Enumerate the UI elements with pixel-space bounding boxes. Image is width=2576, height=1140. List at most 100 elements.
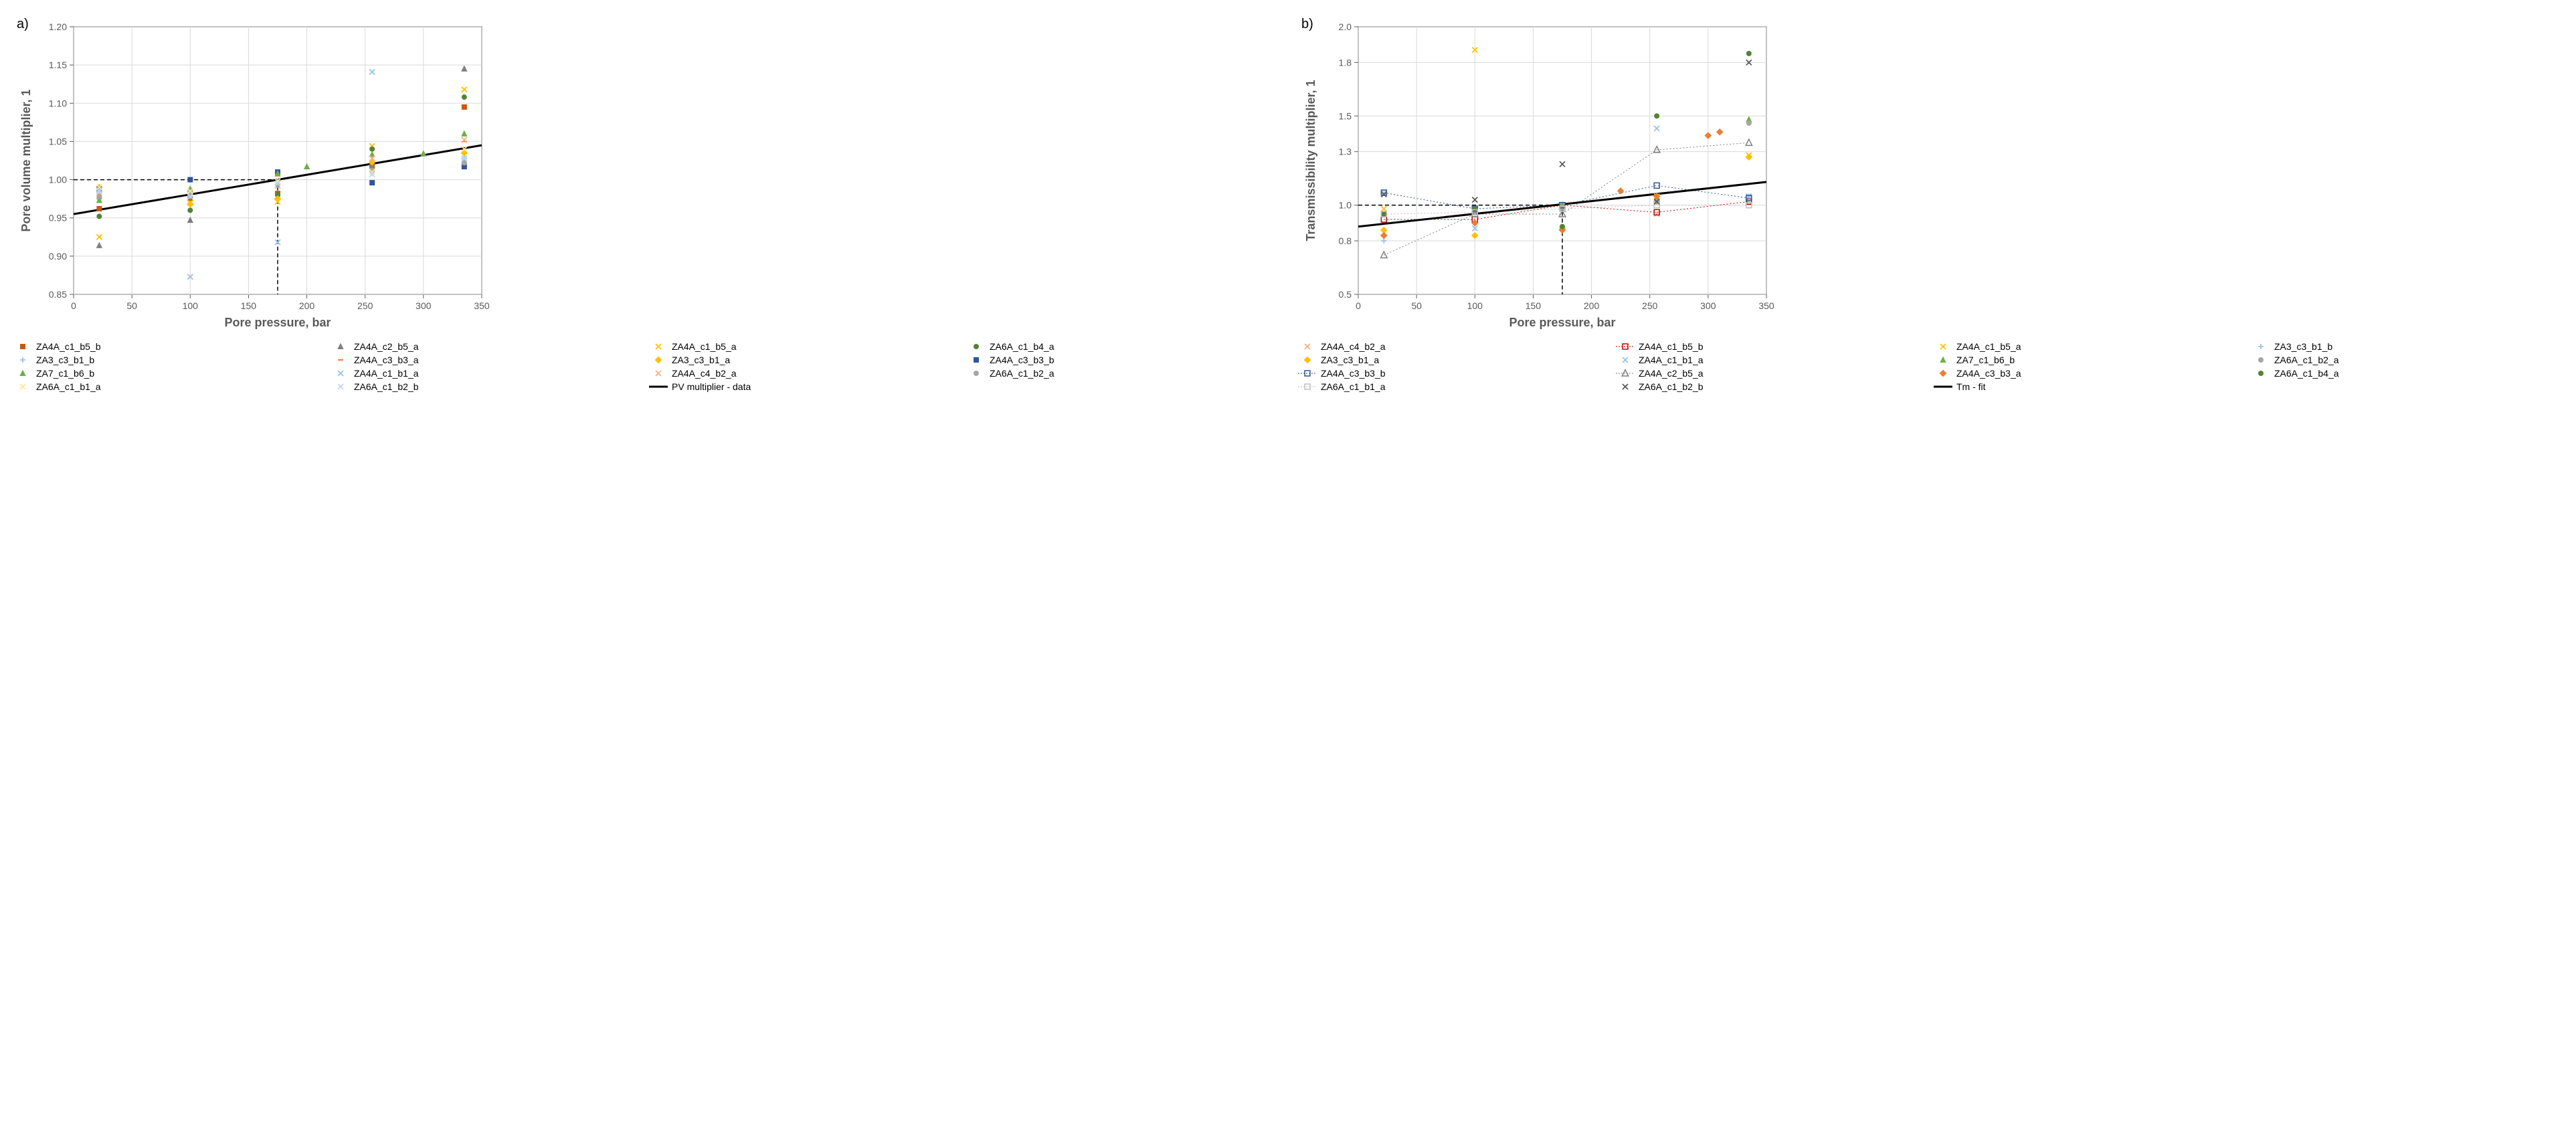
legend-item: ZA4A_c3_b3_b xyxy=(967,355,1278,365)
legend-item: ZA4A_c1_b1_a xyxy=(1616,355,1927,365)
legend-item: ZA4A_c3_b3_b xyxy=(1298,368,1609,379)
svg-text:350: 350 xyxy=(474,300,490,311)
legend-label: ZA4A_c1_b1_a xyxy=(354,368,419,379)
panel-b: b) 0 50 100 150 200 250 300 350 0.5 0.8 1.0 1.3 1.5 1… xyxy=(1298,13,2563,392)
legend-label: ZA4A_c1_b1_a xyxy=(1639,355,1704,365)
legend-item: ZA4A_c1_b5_a xyxy=(649,341,960,352)
legend-item: ZA4A_c3_b3_a xyxy=(331,355,642,365)
svg-text:1.3: 1.3 xyxy=(1339,147,1352,157)
svg-text:Pore pressure, bar: Pore pressure, bar xyxy=(1509,316,1615,329)
legend-label: ZA6A_c1_b1_a xyxy=(1321,381,1386,392)
svg-text:0.5: 0.5 xyxy=(1339,289,1352,300)
svg-text:0.85: 0.85 xyxy=(49,289,67,300)
legend-label: ZA6A_c1_b2_b xyxy=(354,381,419,392)
svg-text:250: 250 xyxy=(1642,300,1658,311)
legend-label: ZA4A_c1_b5_a xyxy=(1956,341,2021,352)
svg-text:150: 150 xyxy=(241,300,257,311)
legend-label: ZA4A_c4_b2_a xyxy=(672,368,737,379)
legend-item: ZA6A_c1_b2_a xyxy=(2251,355,2563,365)
svg-text:1.5: 1.5 xyxy=(1339,110,1352,121)
svg-text:350: 350 xyxy=(1758,300,1774,311)
legend-item: ZA4A_c3_b3_a xyxy=(1934,368,2245,379)
legend-item: ZA4A_c1_b1_a xyxy=(331,368,642,379)
legend-label: ZA6A_c1_b4_a xyxy=(2274,368,2339,379)
legend-item: ZA3_c3_b1_b xyxy=(13,355,325,365)
svg-text:Pore pressure, bar: Pore pressure, bar xyxy=(224,316,331,329)
legend-label: ZA4A_c3_b3_a xyxy=(1956,368,2021,379)
legend-item: PV multiplier - data xyxy=(649,381,960,392)
legend-label: ZA6A_c1_b1_a xyxy=(36,381,101,392)
chart-a-wrap: a) 0501001502002503003500.850.900.951.00… xyxy=(13,13,1278,335)
svg-text:150: 150 xyxy=(1526,300,1542,311)
legend-item: ZA3_c3_b1_a xyxy=(1298,355,1609,365)
svg-text:2.0: 2.0 xyxy=(1339,21,1352,32)
svg-text:0: 0 xyxy=(1356,300,1361,311)
svg-text:100: 100 xyxy=(183,300,199,311)
legend-item: ZA6A_c1_b1_a xyxy=(1298,381,1609,392)
svg-text:300: 300 xyxy=(416,300,432,311)
svg-text:100: 100 xyxy=(1467,300,1483,311)
panel-b-label: b) xyxy=(1301,17,1313,32)
chart-a-svg: 0501001502002503003500.850.900.951.001.0… xyxy=(13,13,495,335)
legend-item: ZA3_c3_b1_b xyxy=(2251,341,2563,352)
svg-text:1.10: 1.10 xyxy=(49,98,67,108)
legend-item: ZA3_c3_b1_a xyxy=(649,355,960,365)
legend-item: ZA6A_c1_b4_a xyxy=(2251,368,2563,379)
legend-label: ZA4A_c1_b5_b xyxy=(36,341,101,352)
svg-text:200: 200 xyxy=(299,300,315,311)
legend-label: ZA7_c1_b6_b xyxy=(1956,355,2015,365)
chart-b-wrap: b) 0 50 100 150 200 250 300 350 0.5 0.8 1.0 1.3 1.5 1… xyxy=(1298,13,2563,335)
legend-item: ZA4A_c4_b2_a xyxy=(649,368,960,379)
legend-label: ZA4A_c3_b3_a xyxy=(354,355,419,365)
legend-label: ZA4A_c2_b5_a xyxy=(354,341,419,352)
legend-label: Tm - fit xyxy=(1956,381,1986,392)
panel-a: a) 0501001502002503003500.850.900.951.00… xyxy=(13,13,1278,392)
svg-text:1.0: 1.0 xyxy=(1339,200,1352,211)
legend-item: ZA6A_c1_b2_b xyxy=(331,381,642,392)
legend-item: ZA4A_c2_b5_a xyxy=(331,341,642,352)
svg-text:Transmissibility multiplier, 1: Transmissibility multiplier, 1 xyxy=(1304,80,1317,241)
legend-label: ZA4A_c3_b3_b xyxy=(990,355,1054,365)
legend-label: ZA3_c3_b1_a xyxy=(672,355,730,365)
svg-text:1.8: 1.8 xyxy=(1339,57,1352,68)
legend-label: ZA6A_c1_b2_a xyxy=(990,368,1054,379)
svg-text:50: 50 xyxy=(1411,300,1422,311)
svg-text:0.90: 0.90 xyxy=(49,251,67,262)
legend-label: ZA6A_c1_b2_b xyxy=(1639,381,1704,392)
charts-container: a) 0501001502002503003500.850.900.951.00… xyxy=(13,13,2563,392)
legend-item: ZA4A_c2_b5_a xyxy=(1616,368,1927,379)
svg-text:0: 0 xyxy=(71,300,76,311)
legend-item: ZA7_c1_b6_b xyxy=(1934,355,2245,365)
legend-item: ZA4A_c1_b5_b xyxy=(1616,341,1927,352)
legend-label: ZA6A_c1_b4_a xyxy=(990,341,1054,352)
legend-a: ZA4A_c1_b5_b ZA4A_c2_b5_a ZA4A_c1_b5_a ZA6A… xyxy=(13,341,1278,392)
chart-b-svg: 0 50 100 150 200 250 300 350 0.5 0.8 1.0 1.3 1.5 1.8 2… xyxy=(1298,13,1780,335)
legend-label: ZA4A_c2_b5_a xyxy=(1639,368,1704,379)
legend-item: ZA6A_c1_b1_a xyxy=(13,381,325,392)
svg-text:250: 250 xyxy=(357,300,373,311)
legend-label: ZA4A_c1_b5_a xyxy=(672,341,737,352)
svg-text:1.20: 1.20 xyxy=(49,21,67,32)
svg-text:0.95: 0.95 xyxy=(49,213,67,223)
legend-label: ZA7_c1_b6_b xyxy=(36,368,94,379)
svg-text:1.15: 1.15 xyxy=(49,60,67,70)
legend-item: ZA6A_c1_b4_a xyxy=(967,341,1278,352)
legend-label: ZA4A_c3_b3_b xyxy=(1321,368,1386,379)
svg-text:50: 50 xyxy=(126,300,137,311)
legend-label: ZA4A_c4_b2_a xyxy=(1321,341,1386,352)
legend-item: ZA6A_c1_b2_a xyxy=(967,368,1278,379)
legend-item: ZA7_c1_b6_b xyxy=(13,368,325,379)
legend-b: ZA4A_c4_b2_a ZA4A_c1_b5_b ZA4A_c1_b5_a ZA3_… xyxy=(1298,341,2563,392)
legend-label: ZA3_c3_b1_b xyxy=(36,355,94,365)
legend-label: ZA3_c3_b1_b xyxy=(2274,341,2332,352)
legend-item: ZA4A_c4_b2_a xyxy=(1298,341,1609,352)
legend-label: ZA4A_c1_b5_b xyxy=(1639,341,1704,352)
panel-a-label: a) xyxy=(17,17,29,32)
legend-item: ZA4A_c1_b5_a xyxy=(1934,341,2245,352)
svg-text:0.8: 0.8 xyxy=(1339,235,1352,246)
svg-text:1.05: 1.05 xyxy=(49,136,67,147)
legend-item: ZA6A_c1_b2_b xyxy=(1616,381,1927,392)
svg-text:300: 300 xyxy=(1700,300,1716,311)
svg-text:Pore volume multiplier, 1: Pore volume multiplier, 1 xyxy=(19,89,33,231)
svg-text:200: 200 xyxy=(1584,300,1600,311)
